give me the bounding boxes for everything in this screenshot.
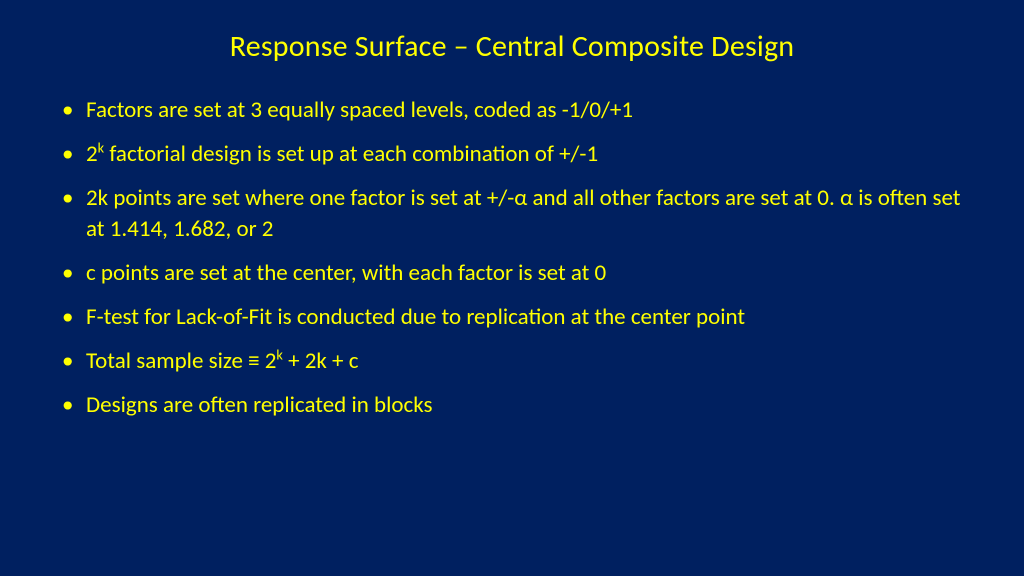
list-item: c points are set at the center, with eac… bbox=[60, 258, 964, 289]
list-item: Designs are often replicated in blocks bbox=[60, 390, 964, 421]
list-item: Total sample size ≡ 2k + 2k + c bbox=[60, 346, 964, 377]
list-item: Factors are set at 3 equally spaced leve… bbox=[60, 95, 964, 126]
bullet-list: Factors are set at 3 equally spaced leve… bbox=[60, 95, 964, 421]
list-item: F-test for Lack-of-Fit is conducted due … bbox=[60, 302, 964, 333]
list-item: 2k factorial design is set up at each co… bbox=[60, 139, 964, 170]
slide-title: Response Surface – Central Composite Des… bbox=[60, 28, 964, 65]
list-item: 2k points are set where one factor is se… bbox=[60, 183, 964, 245]
slide: Response Surface – Central Composite Des… bbox=[0, 0, 1024, 576]
